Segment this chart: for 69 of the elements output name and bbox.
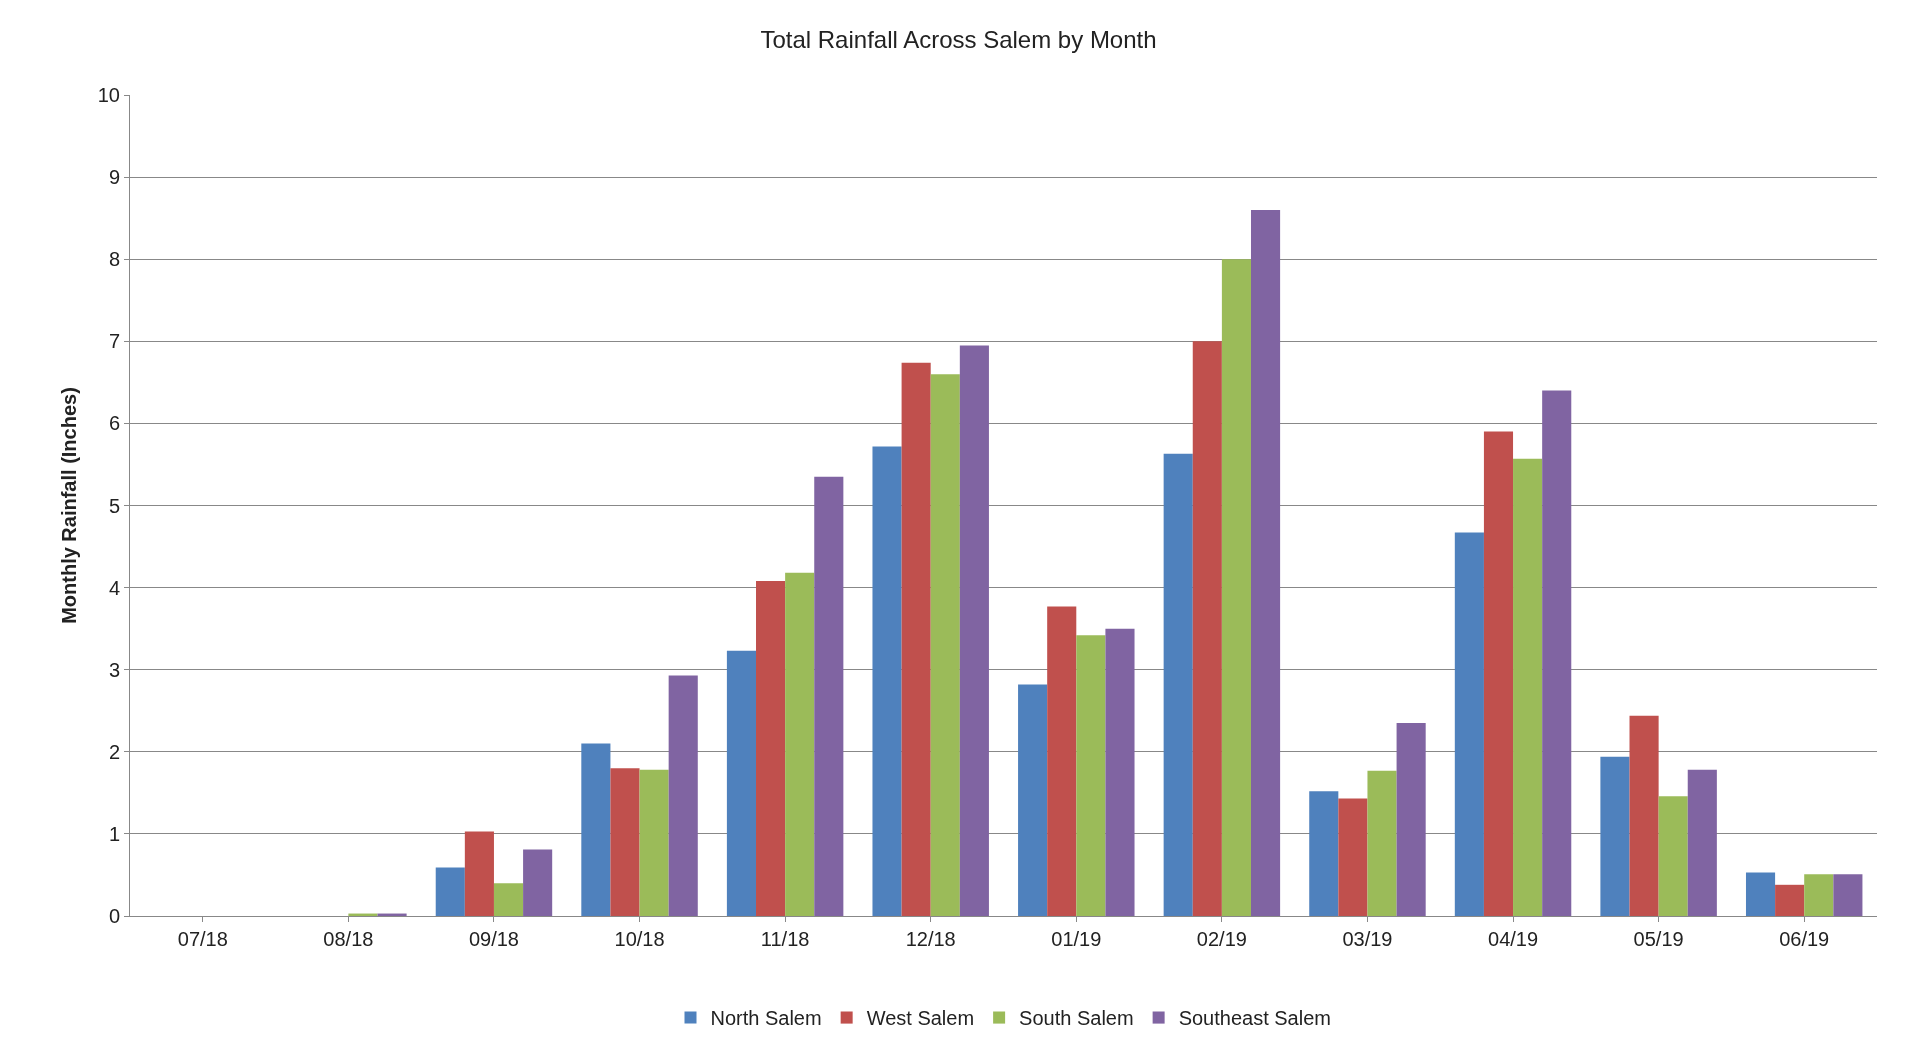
legend-label: Southeast Salem <box>1178 1007 1331 1030</box>
bar <box>1454 532 1484 916</box>
x-tick-label: 12/18 <box>905 928 956 950</box>
x-tick-label: 08/18 <box>323 928 374 950</box>
bar <box>1367 770 1397 916</box>
bar <box>1250 209 1281 916</box>
bar <box>930 374 960 916</box>
bar <box>1338 798 1368 916</box>
x-tick-label: 04/19 <box>1488 928 1539 950</box>
bar <box>1687 769 1717 916</box>
y-tick-label: 1 <box>108 822 120 845</box>
x-tick-label: 05/19 <box>1633 928 1684 950</box>
x-tick-label: 10/18 <box>614 928 665 950</box>
y-tick-label: 5 <box>108 494 120 517</box>
bar <box>1745 872 1776 916</box>
bar <box>1076 635 1106 916</box>
bar <box>1658 796 1688 916</box>
bar <box>814 476 844 916</box>
bar <box>668 675 698 916</box>
bar <box>639 769 669 916</box>
y-tick-label: 6 <box>108 412 120 435</box>
bar <box>1833 874 1863 916</box>
x-tick-label: 07/18 <box>177 928 228 950</box>
x-tick-label: 11/18 <box>760 928 810 950</box>
bar <box>1629 715 1659 916</box>
bar <box>1105 628 1135 916</box>
bar <box>872 446 902 916</box>
bar <box>959 345 989 916</box>
y-axis-title: Monthly Rainfall (Inches) <box>58 387 81 624</box>
legend-label: North Salem <box>710 1007 822 1030</box>
bar <box>581 743 611 916</box>
y-tick-label: 4 <box>108 576 120 599</box>
bar <box>1804 874 1834 916</box>
legend-label: West Salem <box>866 1007 975 1030</box>
y-tick-label: 9 <box>108 166 120 189</box>
y-tick-label: 7 <box>108 330 120 353</box>
x-tick-label: 09/18 <box>468 928 519 950</box>
bar <box>1192 341 1222 916</box>
x-tick-label: 01/19 <box>1051 928 1102 950</box>
x-tick-label: 03/19 <box>1342 928 1393 950</box>
bar <box>1221 259 1251 916</box>
x-tick-label: 02/19 <box>1196 928 1247 950</box>
y-tick-label: 8 <box>108 248 120 271</box>
y-tick-label: 3 <box>108 658 120 681</box>
bar <box>1775 884 1805 916</box>
bar <box>435 867 465 916</box>
bar <box>464 831 494 916</box>
bar <box>493 883 524 916</box>
x-tick-label: 06/19 <box>1779 928 1830 950</box>
bar <box>1600 756 1630 916</box>
y-tick-label: 10 <box>97 84 120 106</box>
legend-label: South Salem <box>1019 1007 1134 1030</box>
bar <box>1396 723 1426 916</box>
bar <box>1513 458 1543 916</box>
y-tick-label: 0 <box>108 905 120 927</box>
bar <box>756 581 786 916</box>
bar <box>610 768 640 916</box>
bar <box>1018 684 1048 916</box>
bar <box>901 362 931 916</box>
y-tick-label: 2 <box>108 740 120 763</box>
bar <box>726 650 757 916</box>
bar <box>1542 390 1572 916</box>
bar <box>1163 453 1193 916</box>
bar <box>523 849 553 916</box>
bar <box>1047 606 1077 916</box>
chart-title: Total Rainfall Across Salem by Month <box>760 26 1157 54</box>
bar <box>785 572 815 916</box>
bar <box>1309 791 1339 916</box>
bar <box>1483 431 1514 916</box>
